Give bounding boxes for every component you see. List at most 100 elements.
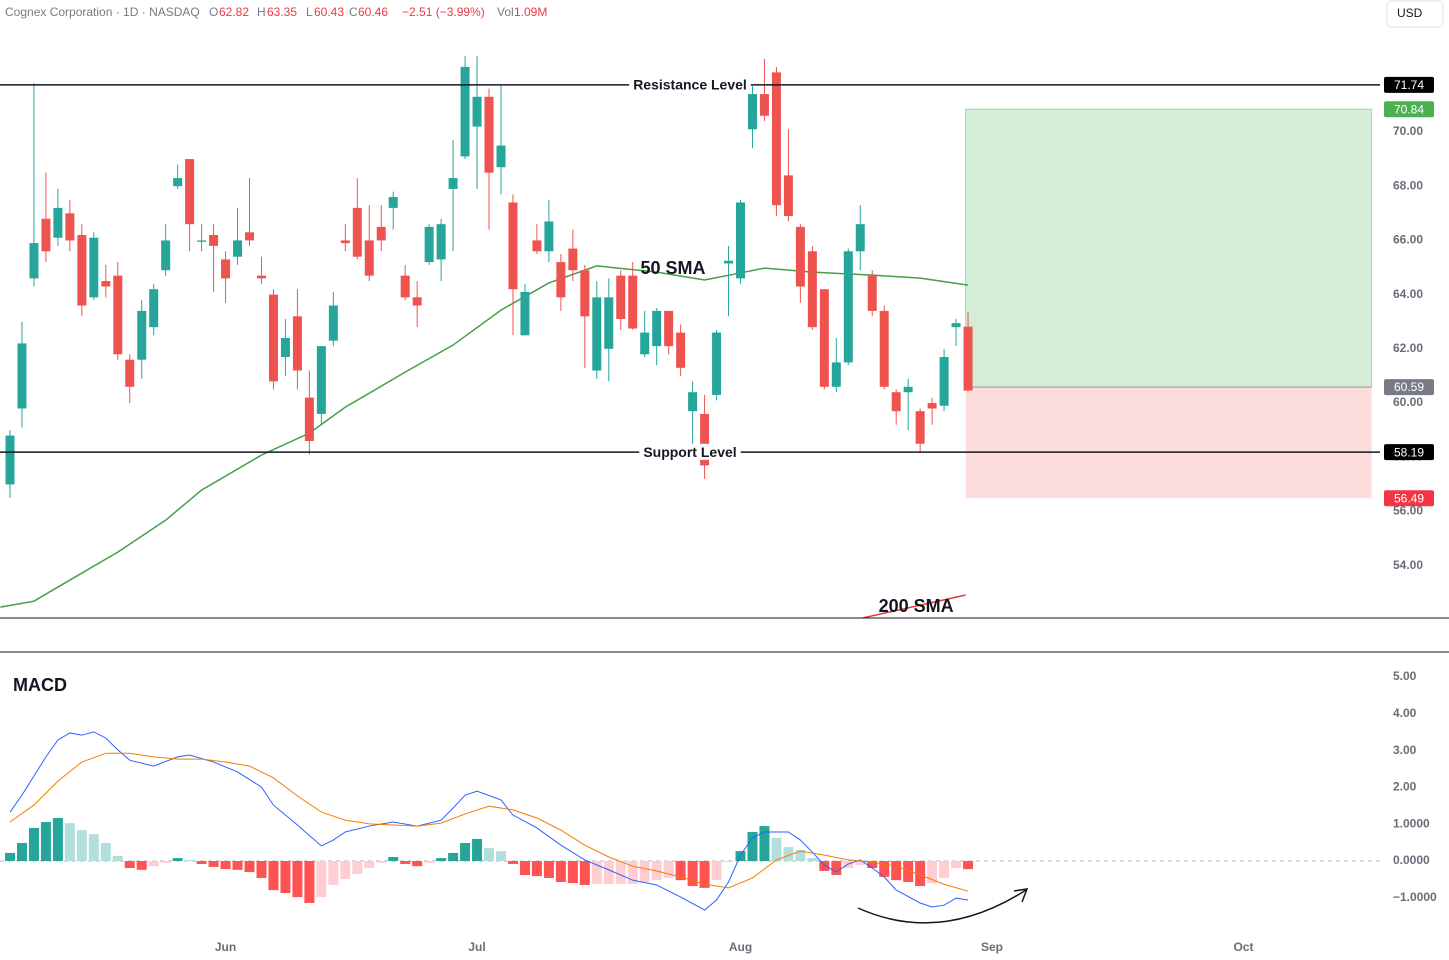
- ohlc-key: C: [349, 5, 358, 19]
- candle-body: [256, 275, 266, 279]
- candle-body: [604, 297, 614, 349]
- currency-label[interactable]: USD: [1397, 6, 1423, 20]
- histogram-bar: [699, 861, 710, 888]
- histogram-bar: [591, 861, 602, 884]
- price-tag-bg: [1384, 444, 1434, 461]
- change: −2.51 (−3.99%): [402, 5, 485, 19]
- candle-body: [628, 275, 638, 329]
- candle-body: [233, 240, 243, 257]
- candle-body: [17, 343, 27, 409]
- histogram-bar: [927, 861, 938, 884]
- candle-body: [89, 237, 99, 298]
- histogram-bar: [292, 861, 303, 898]
- histogram-bar: [172, 858, 183, 862]
- candle-body: [915, 411, 925, 444]
- candle-body: [795, 226, 805, 287]
- histogram-bar: [64, 823, 75, 862]
- price-tag-bg: [1384, 379, 1434, 396]
- candle-body: [807, 251, 817, 328]
- price-tag-bg: [1384, 76, 1434, 93]
- candle-body: [724, 260, 734, 264]
- histogram-bar: [603, 861, 614, 884]
- price-tag: 71.74: [1394, 78, 1424, 92]
- histogram-bar: [484, 848, 495, 862]
- candle-body: [352, 207, 362, 257]
- loss-zone: [965, 387, 1372, 499]
- histogram-bar: [747, 831, 758, 862]
- histogram-bar: [867, 861, 878, 869]
- currency-button[interactable]: USD: [1386, 0, 1444, 28]
- volume-key: Vol: [497, 5, 514, 19]
- histogram-bar: [424, 861, 435, 863]
- ohlc-value: 60.43: [314, 5, 344, 19]
- histogram-bar: [831, 861, 842, 876]
- histogram-bar: [352, 861, 363, 874]
- ohlc-key: L: [306, 5, 313, 19]
- candle-body: [951, 323, 961, 328]
- candle-body: [65, 213, 75, 241]
- candle-body: [759, 94, 769, 116]
- symbol-title: Cognex Corporation · 1D · NASDAQ: [5, 5, 200, 19]
- ma-label: 50 SMA: [640, 258, 705, 278]
- profit-zone: [965, 108, 1373, 388]
- candle-body: [328, 305, 338, 341]
- candle-body: [424, 226, 434, 263]
- candle-body: [963, 326, 973, 391]
- currency-button-bg[interactable]: [1386, 0, 1444, 28]
- histogram-bar: [807, 858, 818, 862]
- candle-body: [280, 338, 290, 357]
- candle-body: [304, 397, 314, 442]
- moving-average-line: [0, 265, 969, 608]
- price-pane: [0, 56, 1373, 618]
- candle-body: [927, 403, 937, 409]
- histogram-bar: [639, 861, 650, 883]
- candle-body: [532, 240, 542, 252]
- histogram-bar: [495, 851, 506, 862]
- y-tick-label: 70.00: [1393, 124, 1423, 138]
- histogram-bar: [915, 861, 926, 887]
- histogram-bar: [364, 861, 375, 869]
- candle-body: [101, 281, 111, 287]
- candle-body: [29, 243, 39, 279]
- overlay: 50 SMA 200 SMA Resistance Level Support Lev…: [0, 76, 1380, 616]
- histogram-bar: [627, 861, 638, 884]
- arrow-head: [1013, 888, 1029, 903]
- curved-arrow: [857, 889, 1027, 924]
- x-tick-label: Jun: [215, 940, 236, 954]
- histogram-bar: [687, 861, 698, 887]
- histogram-bar: [555, 861, 566, 883]
- candle-body: [771, 72, 781, 206]
- candle-body: [819, 289, 829, 387]
- candle-body: [843, 251, 853, 363]
- x-tick-label: Aug: [729, 940, 752, 954]
- candle-body: [867, 275, 877, 311]
- candle-body: [221, 259, 231, 279]
- candle-body: [652, 310, 662, 347]
- histogram-bar: [663, 861, 674, 878]
- ohlc-value: 60.46: [358, 5, 388, 19]
- histogram-bar: [543, 861, 554, 878]
- histogram-bar: [531, 861, 542, 877]
- candle-body: [5, 435, 15, 485]
- histogram-bar: [939, 861, 950, 878]
- candle-body: [376, 226, 386, 241]
- price-tag-bg: [1384, 101, 1434, 118]
- moving-average-line: [862, 594, 966, 618]
- candle-body: [113, 275, 123, 355]
- candle-body: [783, 175, 793, 217]
- histogram-bar: [316, 861, 327, 898]
- candle-body: [364, 240, 374, 276]
- histogram-bar: [903, 861, 914, 883]
- y-tick-label: 4.00: [1393, 706, 1417, 720]
- histogram-bar: [460, 842, 471, 862]
- candle-body: [676, 332, 686, 368]
- histogram-bar: [783, 847, 794, 862]
- histogram-bar: [723, 861, 734, 863]
- level-label: Resistance Level: [633, 77, 747, 93]
- y-tick-label: −1.0000: [1393, 890, 1437, 904]
- histogram-bar: [819, 861, 830, 871]
- candle-body: [508, 202, 518, 290]
- histogram-bar: [148, 861, 159, 867]
- y-tick-label: 1.0000: [1393, 816, 1430, 830]
- histogram-bar: [759, 826, 770, 862]
